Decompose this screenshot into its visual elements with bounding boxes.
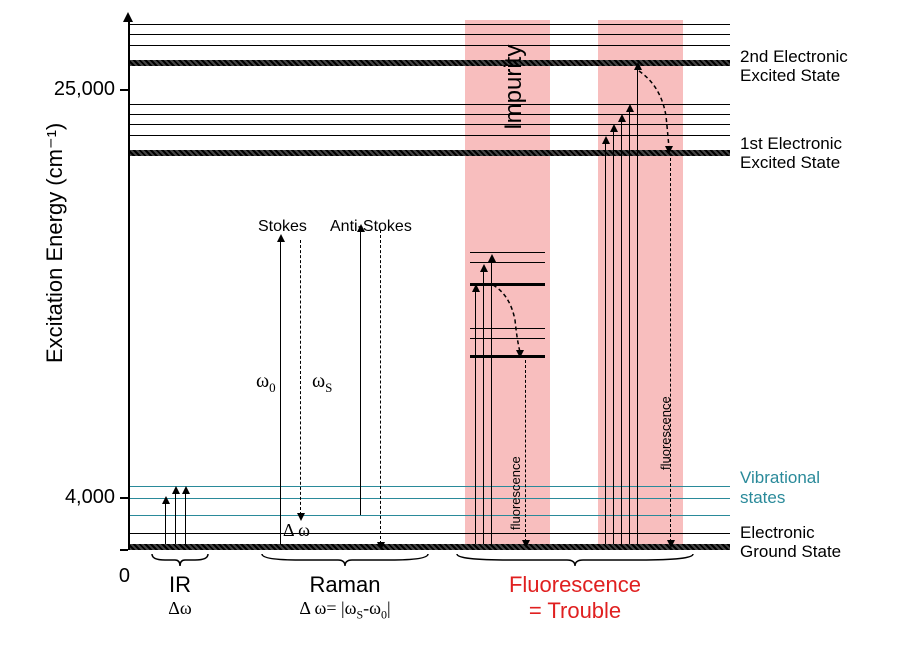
stokes-label: Stokes: [258, 218, 307, 236]
thin-line: [130, 24, 730, 25]
impurity-label: Impurity: [500, 45, 528, 130]
fluor-down-arrow: [525, 360, 526, 542]
tick-label-4000: 4,000: [40, 486, 115, 509]
fluorescence-label: fluorescence: [658, 396, 673, 470]
ir-title: IR: [150, 572, 210, 598]
w0-label: ω0: [256, 370, 276, 396]
label-vibrational: Vibrational states: [740, 468, 820, 509]
antistokes-down-arrow: [380, 230, 381, 544]
brace-fluor: [455, 552, 695, 570]
fluor-up-arrow: [605, 142, 606, 544]
raman-sub: Δ ω= |ωS-ω0|: [260, 598, 430, 623]
y-axis-label: Excitation Energy (cm⁻¹): [42, 83, 68, 363]
brace-ir: [150, 552, 210, 570]
fluor-up-arrow: [483, 270, 484, 544]
label-ground: Electronic Ground State: [740, 524, 841, 561]
stokes-up-arrow: [280, 240, 281, 544]
fluor-up-arrow: [475, 290, 476, 544]
fluor-title: Fluorescence = Trouble: [455, 572, 695, 624]
level-ground: [130, 544, 730, 550]
relax-curve: [490, 280, 540, 360]
tick-25000: [120, 89, 128, 91]
thin-line: [130, 45, 730, 46]
fluor-up-arrow: [613, 130, 614, 544]
fluorescence-label: fluorescence: [508, 456, 523, 530]
brace-raman: [260, 552, 430, 570]
tick-label-25000: 25,000: [40, 78, 115, 101]
tick-4000: [120, 497, 128, 499]
zero-label: 0: [110, 565, 130, 588]
vib-line: [130, 533, 730, 534]
vib-line: [130, 515, 730, 516]
vib-line: [130, 498, 730, 499]
impurity-thin: [470, 262, 545, 263]
tick-0: [120, 549, 128, 551]
raman-title: Raman: [260, 572, 430, 598]
stokes-down-arrow: [300, 240, 301, 515]
dw-label: Δ ω: [283, 520, 310, 541]
label-first-excited: 1st Electronic Excited State: [740, 135, 842, 172]
label-second-excited: 2nd Electronic Excited State: [740, 48, 848, 85]
fluor-down-arrow: [670, 158, 671, 542]
relax-curve: [636, 66, 681, 156]
antistokes-label: Anti-Stokes: [330, 218, 412, 236]
ir-sub: Δω: [150, 598, 210, 619]
plot-area: [130, 20, 730, 550]
thin-line: [130, 34, 730, 35]
ir-arrow: [175, 492, 176, 544]
impurity-thin: [470, 252, 545, 253]
ws-label: ωS: [312, 370, 332, 396]
fluor-up-arrow: [621, 120, 622, 544]
ir-arrow: [185, 492, 186, 544]
ir-arrow: [165, 502, 166, 544]
antistokes-up-arrow: [360, 230, 361, 515]
fluor-up-arrow: [629, 110, 630, 544]
vib-line: [130, 486, 730, 487]
